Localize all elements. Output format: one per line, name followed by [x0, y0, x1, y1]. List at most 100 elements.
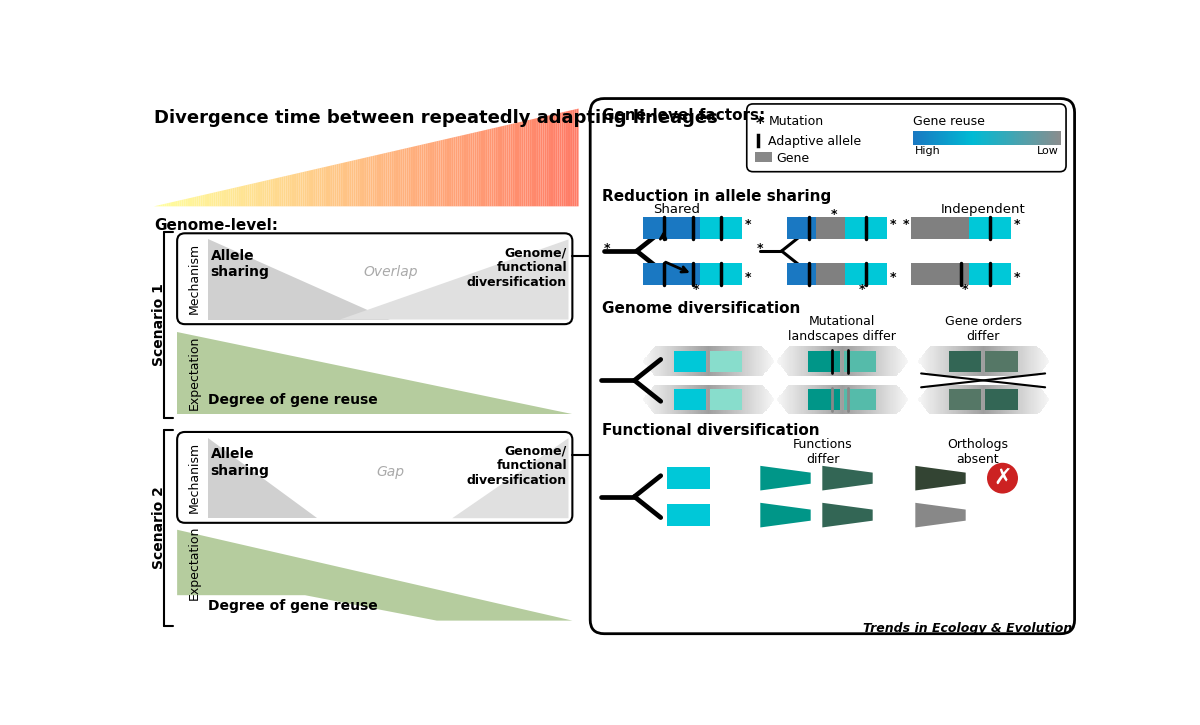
Bar: [971, 347, 972, 376]
Bar: [905, 395, 906, 404]
Bar: [954, 385, 955, 414]
Bar: [954, 347, 955, 376]
Polygon shape: [300, 172, 302, 207]
Polygon shape: [228, 188, 230, 207]
Bar: [816, 217, 859, 239]
Polygon shape: [343, 162, 344, 207]
Bar: [734, 385, 736, 414]
Bar: [1038, 348, 1039, 375]
Polygon shape: [289, 175, 292, 207]
Bar: [701, 385, 702, 414]
Bar: [1012, 347, 1013, 376]
Bar: [967, 385, 970, 414]
Bar: [928, 131, 930, 145]
Bar: [644, 358, 646, 364]
Polygon shape: [307, 170, 308, 207]
Text: Shared: Shared: [654, 203, 701, 216]
Bar: [721, 347, 722, 376]
Polygon shape: [198, 196, 200, 207]
Bar: [1012, 385, 1013, 414]
Bar: [685, 347, 686, 376]
Bar: [959, 385, 960, 414]
Bar: [966, 131, 967, 145]
Bar: [996, 131, 997, 145]
Bar: [847, 385, 850, 414]
Bar: [888, 385, 889, 414]
Bar: [1003, 385, 1004, 414]
Bar: [766, 352, 768, 370]
Polygon shape: [224, 190, 226, 207]
Bar: [730, 385, 732, 414]
Bar: [758, 347, 760, 376]
Polygon shape: [347, 162, 349, 207]
Bar: [971, 385, 972, 414]
Bar: [727, 347, 728, 376]
Bar: [694, 347, 695, 376]
Polygon shape: [551, 115, 553, 207]
Bar: [929, 348, 930, 375]
Bar: [937, 131, 938, 145]
Polygon shape: [252, 183, 253, 207]
Bar: [745, 385, 746, 414]
Polygon shape: [548, 115, 551, 207]
Bar: [744, 347, 745, 376]
Bar: [928, 349, 929, 373]
Bar: [683, 385, 684, 414]
Bar: [985, 389, 1018, 410]
Bar: [649, 392, 650, 408]
Text: *: *: [962, 283, 968, 296]
Bar: [648, 393, 649, 407]
Polygon shape: [391, 151, 394, 207]
Bar: [988, 385, 989, 414]
Bar: [643, 360, 644, 362]
Bar: [1031, 385, 1032, 414]
Bar: [850, 385, 851, 414]
Bar: [1036, 385, 1037, 414]
Bar: [893, 385, 894, 414]
Bar: [967, 385, 968, 414]
Bar: [1008, 347, 1010, 376]
Bar: [994, 385, 996, 414]
Bar: [929, 347, 931, 376]
Polygon shape: [360, 159, 362, 207]
Text: Mutational
landscapes differ: Mutational landscapes differ: [788, 315, 896, 343]
Polygon shape: [217, 191, 220, 207]
Bar: [787, 217, 830, 239]
Bar: [806, 385, 809, 414]
Bar: [982, 385, 984, 414]
Text: *: *: [902, 218, 908, 231]
Bar: [785, 389, 786, 410]
Bar: [1039, 387, 1040, 412]
Bar: [1036, 347, 1037, 376]
Bar: [665, 347, 667, 376]
Polygon shape: [317, 168, 319, 207]
Bar: [1032, 385, 1034, 414]
Bar: [1026, 385, 1027, 414]
Bar: [785, 350, 786, 372]
Bar: [904, 355, 905, 367]
Bar: [748, 385, 749, 414]
Bar: [829, 347, 830, 376]
Text: Expectation: Expectation: [187, 526, 200, 600]
Polygon shape: [178, 530, 572, 621]
Bar: [932, 131, 934, 145]
Bar: [1048, 360, 1049, 362]
Bar: [1033, 385, 1036, 414]
Bar: [714, 347, 715, 376]
Bar: [786, 349, 787, 373]
Bar: [950, 347, 952, 376]
Polygon shape: [158, 205, 161, 207]
Polygon shape: [398, 149, 401, 207]
Bar: [980, 347, 983, 376]
Bar: [767, 353, 769, 370]
Bar: [930, 385, 932, 414]
Bar: [1028, 385, 1030, 414]
Bar: [974, 347, 976, 376]
Bar: [643, 398, 644, 401]
Bar: [668, 347, 670, 376]
Bar: [728, 385, 731, 414]
Bar: [704, 385, 706, 414]
Bar: [1026, 347, 1027, 376]
Polygon shape: [272, 178, 275, 207]
Bar: [1042, 390, 1043, 410]
